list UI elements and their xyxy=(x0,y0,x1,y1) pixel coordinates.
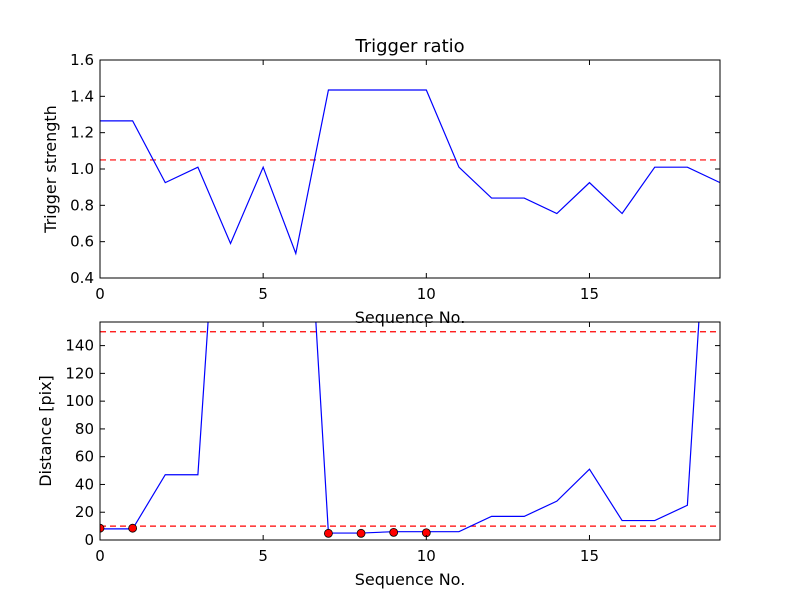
data-layer xyxy=(100,89,720,256)
chart-trigger-ratio: Trigger ratio 0 5 10 15 0.4 0.6 0.8 1.0 1.2 1.4 1.… xyxy=(41,36,721,327)
y-tick-label: 20 xyxy=(75,503,94,521)
y-tick-label: 140 xyxy=(65,337,94,355)
y-axis-label: Trigger strength xyxy=(41,105,60,234)
series-line xyxy=(100,89,720,256)
y-tick-label: 40 xyxy=(75,475,94,493)
y-tick-label: 60 xyxy=(75,448,94,466)
x-tick-label: 5 xyxy=(258,547,268,565)
y-tick-label: 100 xyxy=(65,392,94,410)
x-tick-label: 0 xyxy=(95,285,105,303)
y-tick-label: 1.6 xyxy=(70,51,94,69)
x-axis-label: Sequence No. xyxy=(355,570,466,589)
y-tick-label: 80 xyxy=(75,420,94,438)
axes-frame xyxy=(99,321,721,541)
x-tick-label: 10 xyxy=(417,285,436,303)
y-tick-label: 1.2 xyxy=(70,124,94,142)
data-point-marker xyxy=(128,523,138,533)
data-point-marker xyxy=(324,528,333,538)
data-layer xyxy=(100,322,720,538)
x-tick-label: 10 xyxy=(417,547,436,565)
plot-area: 0 5 10 15 0 20 40 60 80 100 120 140 xyxy=(65,321,721,565)
y-tick-label: 0.8 xyxy=(70,196,94,214)
y-tick-label: 1.0 xyxy=(70,160,94,178)
data-point-marker xyxy=(389,527,399,537)
y-tick-label: 0.6 xyxy=(70,233,94,251)
x-tick-label: 15 xyxy=(580,285,599,303)
y-tick-label: 1.4 xyxy=(70,87,94,105)
x-tick-label: 0 xyxy=(95,547,105,565)
x-axis-label: Sequence No. xyxy=(355,308,466,327)
y-tick-label: 120 xyxy=(65,364,94,382)
chart-title: Trigger ratio xyxy=(354,36,464,57)
data-point-marker xyxy=(356,528,366,538)
data-point-marker xyxy=(100,523,105,533)
plot-area: 0 5 10 15 0.4 0.6 0.8 1.0 1.2 1.4 1.6 xyxy=(70,51,721,303)
chart-distance: 0 5 10 15 0 20 40 60 80 100 120 140 Sequence No. Di… xyxy=(36,321,721,589)
series-line xyxy=(100,322,700,534)
x-tick-label: 5 xyxy=(258,285,268,303)
x-tick-label: 15 xyxy=(580,547,599,565)
y-axis-label: Distance [pix] xyxy=(36,375,55,487)
y-tick-label: 0.4 xyxy=(70,269,94,287)
y-tick-label: 0 xyxy=(84,531,94,549)
